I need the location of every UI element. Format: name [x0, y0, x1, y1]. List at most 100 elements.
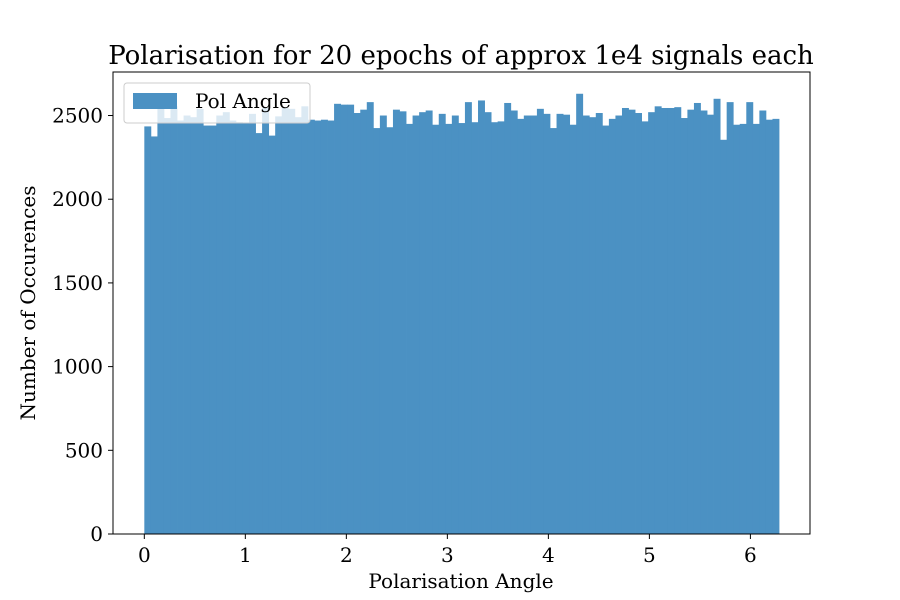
histogram-bar — [661, 107, 669, 534]
histogram-bar — [582, 115, 590, 535]
histogram-bar — [687, 109, 695, 535]
histogram-bar — [674, 107, 682, 535]
chart-title: Polarisation for 20 epochs of approx 1e4… — [108, 41, 814, 71]
histogram-bar — [399, 111, 407, 534]
histogram-bar — [615, 115, 623, 535]
histogram-bar — [765, 119, 773, 535]
histogram-bar — [373, 128, 381, 534]
histogram-bar — [478, 100, 485, 535]
histogram-bar — [340, 104, 348, 535]
histogram-bar — [523, 115, 531, 535]
histogram-bar — [301, 106, 309, 534]
x-tick-label: 0 — [138, 543, 151, 567]
histogram-bar — [183, 115, 191, 535]
histogram-bar — [510, 110, 518, 534]
histogram-bar — [288, 108, 296, 535]
histogram-bar — [294, 117, 302, 535]
legend-label: Pol Angle — [195, 89, 291, 113]
legend-swatch — [133, 93, 177, 109]
histogram-bar — [242, 123, 250, 534]
y-tick-label: 2000 — [52, 187, 103, 211]
histogram-bar — [700, 110, 708, 534]
histogram-bar — [314, 120, 322, 534]
histogram-bar — [464, 102, 472, 534]
histogram-bar — [249, 113, 256, 534]
histogram-bar — [438, 113, 446, 534]
y-tick-label: 2500 — [52, 104, 103, 128]
histogram-bar — [320, 119, 328, 535]
histogram-bar — [360, 109, 368, 535]
histogram-bar — [497, 121, 505, 534]
histogram-bar — [726, 102, 734, 534]
histogram-bar — [746, 102, 754, 534]
histogram-bar — [504, 102, 512, 534]
histogram-bar — [229, 120, 237, 534]
x-tick-label: 4 — [542, 543, 555, 567]
histogram-bar — [222, 112, 230, 534]
histogram-bar — [163, 118, 171, 535]
histogram-bar — [471, 122, 479, 534]
histogram-bar — [334, 103, 342, 534]
histogram-bar — [759, 110, 767, 534]
histogram-bar — [536, 108, 544, 535]
histogram-bar — [484, 112, 492, 534]
histogram-bar — [491, 122, 499, 534]
histogram-bar — [307, 119, 315, 535]
histogram-bar — [733, 124, 741, 534]
histogram-bar — [177, 120, 184, 534]
histogram-bar — [412, 115, 420, 535]
histogram-bar — [196, 108, 204, 535]
histogram-bar — [569, 124, 577, 534]
histogram-bar — [347, 104, 355, 535]
histogram-bar — [595, 113, 603, 535]
histogram-bar — [739, 123, 747, 535]
histogram-bar — [621, 107, 629, 534]
histogram-bar — [419, 112, 427, 534]
histogram-bar — [262, 107, 270, 534]
histogram-bar — [556, 113, 564, 534]
histogram-bar — [458, 123, 466, 534]
x-tick-label: 3 — [441, 543, 454, 567]
histogram-bar — [406, 123, 413, 535]
histogram-bar — [386, 127, 394, 534]
histogram-bar — [628, 109, 636, 535]
y-tick-label: 0 — [90, 522, 103, 546]
histogram-bar — [543, 113, 551, 534]
histogram-bar — [432, 124, 440, 534]
histogram-bar — [654, 106, 662, 534]
histogram-bar — [209, 125, 217, 534]
histogram-bar — [379, 115, 387, 535]
histogram-bar — [635, 113, 642, 535]
histogram-bar — [170, 106, 178, 534]
histogram-bar — [353, 113, 361, 535]
x-axis-ticks: 0 1 2 3 4 5 6 — [138, 534, 757, 567]
histogram-bar — [667, 107, 675, 534]
x-tick-label: 6 — [744, 543, 757, 567]
histogram-bar — [190, 117, 198, 535]
histogram-bar — [255, 133, 263, 534]
histogram-bar — [589, 117, 597, 535]
histogram-bar — [576, 93, 584, 535]
histogram-bar — [445, 123, 453, 535]
histogram-bar — [707, 114, 714, 534]
histogram-bar — [680, 118, 688, 535]
y-tick-label: 1000 — [52, 355, 103, 379]
histogram-bar — [517, 118, 525, 534]
histogram-bar — [281, 107, 289, 534]
histogram-bar — [157, 106, 165, 534]
histogram-bar — [693, 102, 701, 534]
histogram-bar — [752, 123, 760, 535]
y-axis-label: Number of Occurences — [16, 186, 40, 421]
histogram-bar — [608, 118, 616, 534]
histogram-bar — [235, 122, 243, 534]
x-tick-label: 5 — [643, 543, 656, 567]
histogram-bar — [602, 125, 610, 534]
histogram-bar — [327, 120, 335, 534]
histogram-bar — [425, 110, 433, 534]
histogram-bar — [366, 102, 374, 534]
histogram-bar — [530, 115, 538, 535]
histogram-bar — [549, 128, 557, 534]
histogram-bar — [150, 136, 158, 534]
histogram-bar — [451, 115, 459, 535]
